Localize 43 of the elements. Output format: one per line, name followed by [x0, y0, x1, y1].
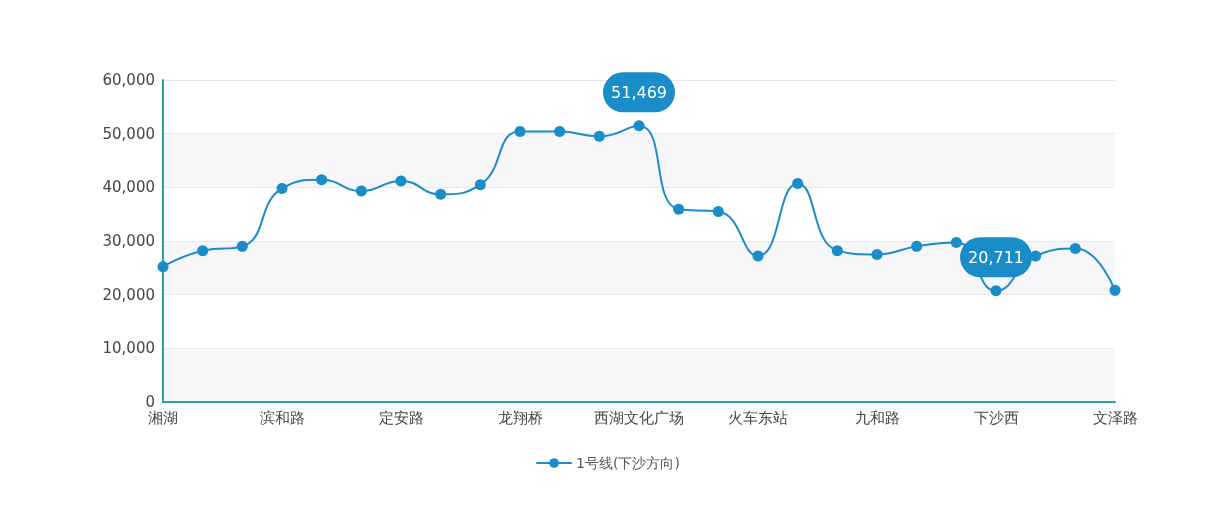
point	[1109, 284, 1121, 296]
point	[911, 240, 923, 252]
point	[990, 285, 1002, 297]
x-tick-label: 滨和路	[259, 408, 305, 427]
y-tick-label: 50,000	[102, 124, 155, 143]
y-tick-label: 10,000	[102, 339, 155, 358]
point	[593, 130, 605, 142]
point	[197, 245, 209, 257]
point	[355, 185, 367, 197]
point	[554, 126, 566, 138]
point	[435, 188, 447, 200]
y-tick-label: 20,000	[102, 285, 155, 304]
point	[316, 174, 328, 186]
x-tick-label: 文泽路	[1092, 408, 1138, 427]
x-tick-label: 定安路	[378, 408, 424, 427]
data-label: 20,711	[968, 247, 1024, 267]
point	[950, 237, 962, 249]
point	[673, 203, 685, 215]
point	[276, 182, 288, 194]
point	[395, 175, 407, 187]
point	[514, 126, 526, 138]
y-tick-label: 40,000	[102, 178, 155, 197]
x-tick-label: 火车东站	[728, 408, 788, 427]
x-tick-label: 湘湖	[148, 408, 178, 427]
y-tick-label: 60,000	[102, 71, 155, 89]
point	[236, 240, 248, 252]
data-label: 51,469	[611, 82, 667, 102]
point	[1069, 243, 1081, 255]
y-tick-label: 30,000	[102, 232, 155, 250]
point	[831, 245, 843, 257]
point	[712, 205, 724, 217]
x-tick-label: 下沙西	[973, 408, 1019, 427]
point	[871, 248, 883, 260]
x-tick-label: 龙翔桥	[497, 408, 543, 427]
x-tick-label: 九和路	[854, 408, 900, 427]
point	[792, 178, 804, 190]
y-tick-label: 0	[145, 393, 155, 411]
point	[474, 179, 486, 191]
point	[752, 250, 764, 262]
legend-label: 1号线(下沙方向)	[576, 455, 680, 471]
x-tick-label: 西湖文化广场	[594, 408, 684, 427]
point	[633, 120, 645, 132]
point	[157, 261, 169, 273]
